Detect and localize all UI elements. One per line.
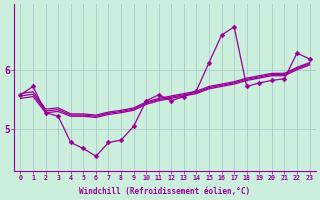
X-axis label: Windchill (Refroidissement éolien,°C): Windchill (Refroidissement éolien,°C) <box>79 187 251 196</box>
